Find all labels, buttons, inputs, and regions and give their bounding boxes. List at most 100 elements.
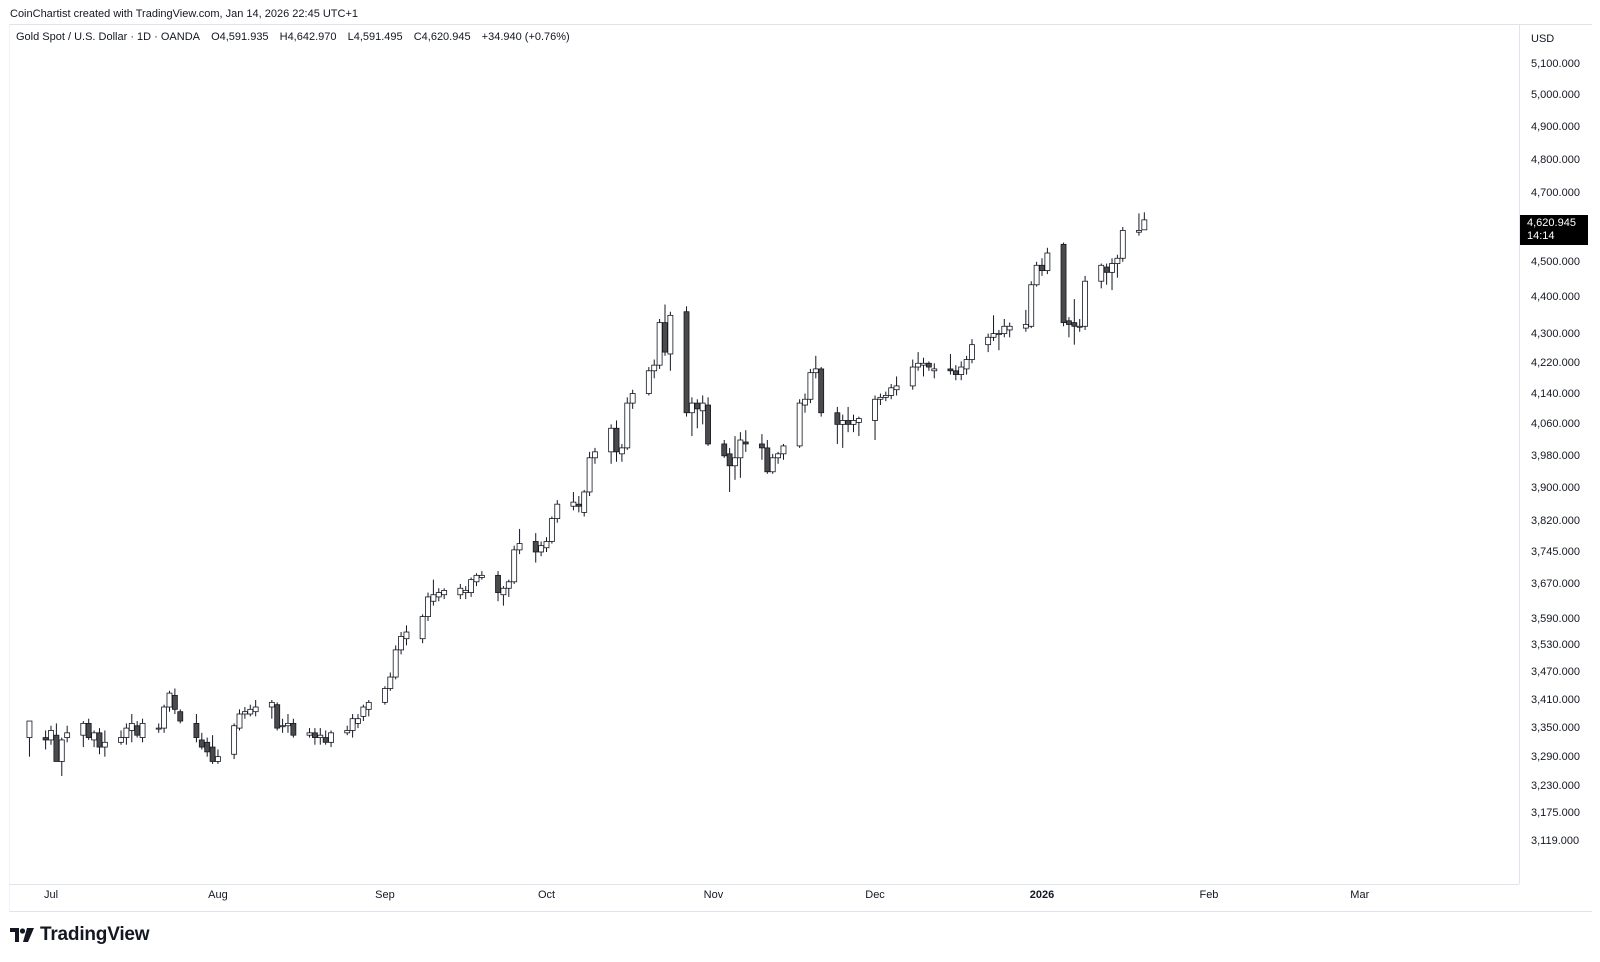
candle <box>26 720 33 757</box>
candle-body <box>1060 243 1067 324</box>
candle-body <box>247 708 254 715</box>
candle-body <box>996 333 1002 336</box>
candle <box>850 414 857 433</box>
candle <box>990 315 997 341</box>
candle <box>1028 281 1035 329</box>
candle <box>387 672 394 691</box>
price-tick-label: 3,980.000 <box>1531 449 1580 462</box>
candle <box>215 749 221 764</box>
candle <box>123 723 130 745</box>
candle-body <box>613 427 620 453</box>
candle-body <box>505 581 512 589</box>
candle-body <box>236 713 243 729</box>
candle-body <box>241 711 248 715</box>
candle-body <box>468 579 474 593</box>
candle <box>689 397 695 437</box>
price-tick-label: 3,290.000 <box>1531 750 1580 763</box>
candle-body <box>53 734 60 762</box>
candle <box>812 355 819 379</box>
tradingview-logo[interactable]: TradingView <box>10 924 150 946</box>
candle <box>947 353 954 375</box>
candle <box>1071 299 1078 345</box>
price-tick-label: 3,590.000 <box>1531 612 1580 625</box>
candle-body <box>349 718 356 731</box>
price-tick-label: 3,119.000 <box>1531 835 1580 847</box>
candle-body <box>435 592 442 598</box>
candle-body <box>877 396 884 400</box>
candle <box>166 690 173 712</box>
time-tick-label: Sep <box>375 889 395 901</box>
brand-name: TradingView <box>40 924 150 945</box>
candle <box>554 500 561 523</box>
candle-body <box>58 739 65 762</box>
price-axis[interactable] <box>1519 24 1592 884</box>
candle-body <box>915 362 922 368</box>
candle-body <box>699 402 706 412</box>
candle-body <box>721 443 728 457</box>
symbol-label[interactable]: Gold Spot / U.S. Dollar · 1D · OANDA <box>16 31 200 43</box>
candle-body <box>882 395 889 398</box>
candle <box>780 443 787 460</box>
candle-body <box>909 366 916 387</box>
candle-body <box>570 501 577 507</box>
time-tick-label: 2026 <box>1029 889 1055 901</box>
candle-body <box>1044 252 1051 271</box>
candle-body <box>694 402 701 410</box>
candle-body <box>516 543 523 551</box>
candle <box>963 355 970 375</box>
candle <box>769 453 776 474</box>
candle <box>619 443 625 462</box>
candle-body <box>543 541 550 549</box>
price-tick-label: 3,470.000 <box>1531 666 1580 679</box>
candle-body <box>430 594 437 602</box>
candle-body <box>925 362 932 368</box>
candle <box>355 714 361 729</box>
candle-body <box>764 447 771 473</box>
candle-body <box>586 457 593 493</box>
candle-body <box>500 587 507 596</box>
price-tick-label: 4,700.000 <box>1531 187 1580 200</box>
candle <box>236 709 243 731</box>
candle <box>473 573 480 587</box>
candle <box>570 491 577 511</box>
candle-body <box>48 730 54 741</box>
candle <box>807 368 814 404</box>
candle-body <box>204 741 211 753</box>
candle-body <box>1001 325 1008 335</box>
candle <box>495 571 501 602</box>
candle-body <box>581 491 588 513</box>
candle <box>360 704 367 722</box>
candle-body <box>775 453 781 459</box>
candle <box>155 723 162 733</box>
candle <box>96 728 103 755</box>
price-tick-label: 5,000.000 <box>1531 89 1580 102</box>
candle <box>64 725 71 743</box>
candle-body <box>419 616 426 640</box>
candle-body <box>845 420 852 425</box>
candle-body <box>425 596 431 617</box>
candle <box>872 395 878 441</box>
candle <box>1033 261 1040 287</box>
candle <box>118 730 124 745</box>
candle-body <box>651 364 658 372</box>
candle <box>101 730 108 757</box>
candle-body <box>839 420 846 425</box>
candle <box>1066 317 1072 338</box>
price-tick-label: 3,230.000 <box>1531 779 1580 792</box>
candle <box>613 420 620 462</box>
price-tick-label: 3,820.000 <box>1531 514 1580 527</box>
candle-body <box>796 402 803 447</box>
candle <box>500 586 507 606</box>
candle <box>241 707 248 719</box>
candle-body <box>1006 325 1013 331</box>
candle-body <box>134 725 141 736</box>
candle-body <box>726 453 733 467</box>
candle-body <box>96 732 103 748</box>
time-axis[interactable] <box>9 884 1519 911</box>
candle <box>721 440 728 458</box>
candle-body <box>592 451 598 459</box>
candle <box>435 588 442 602</box>
currency-label[interactable]: USD <box>1531 33 1555 45</box>
candle-body <box>306 732 313 736</box>
